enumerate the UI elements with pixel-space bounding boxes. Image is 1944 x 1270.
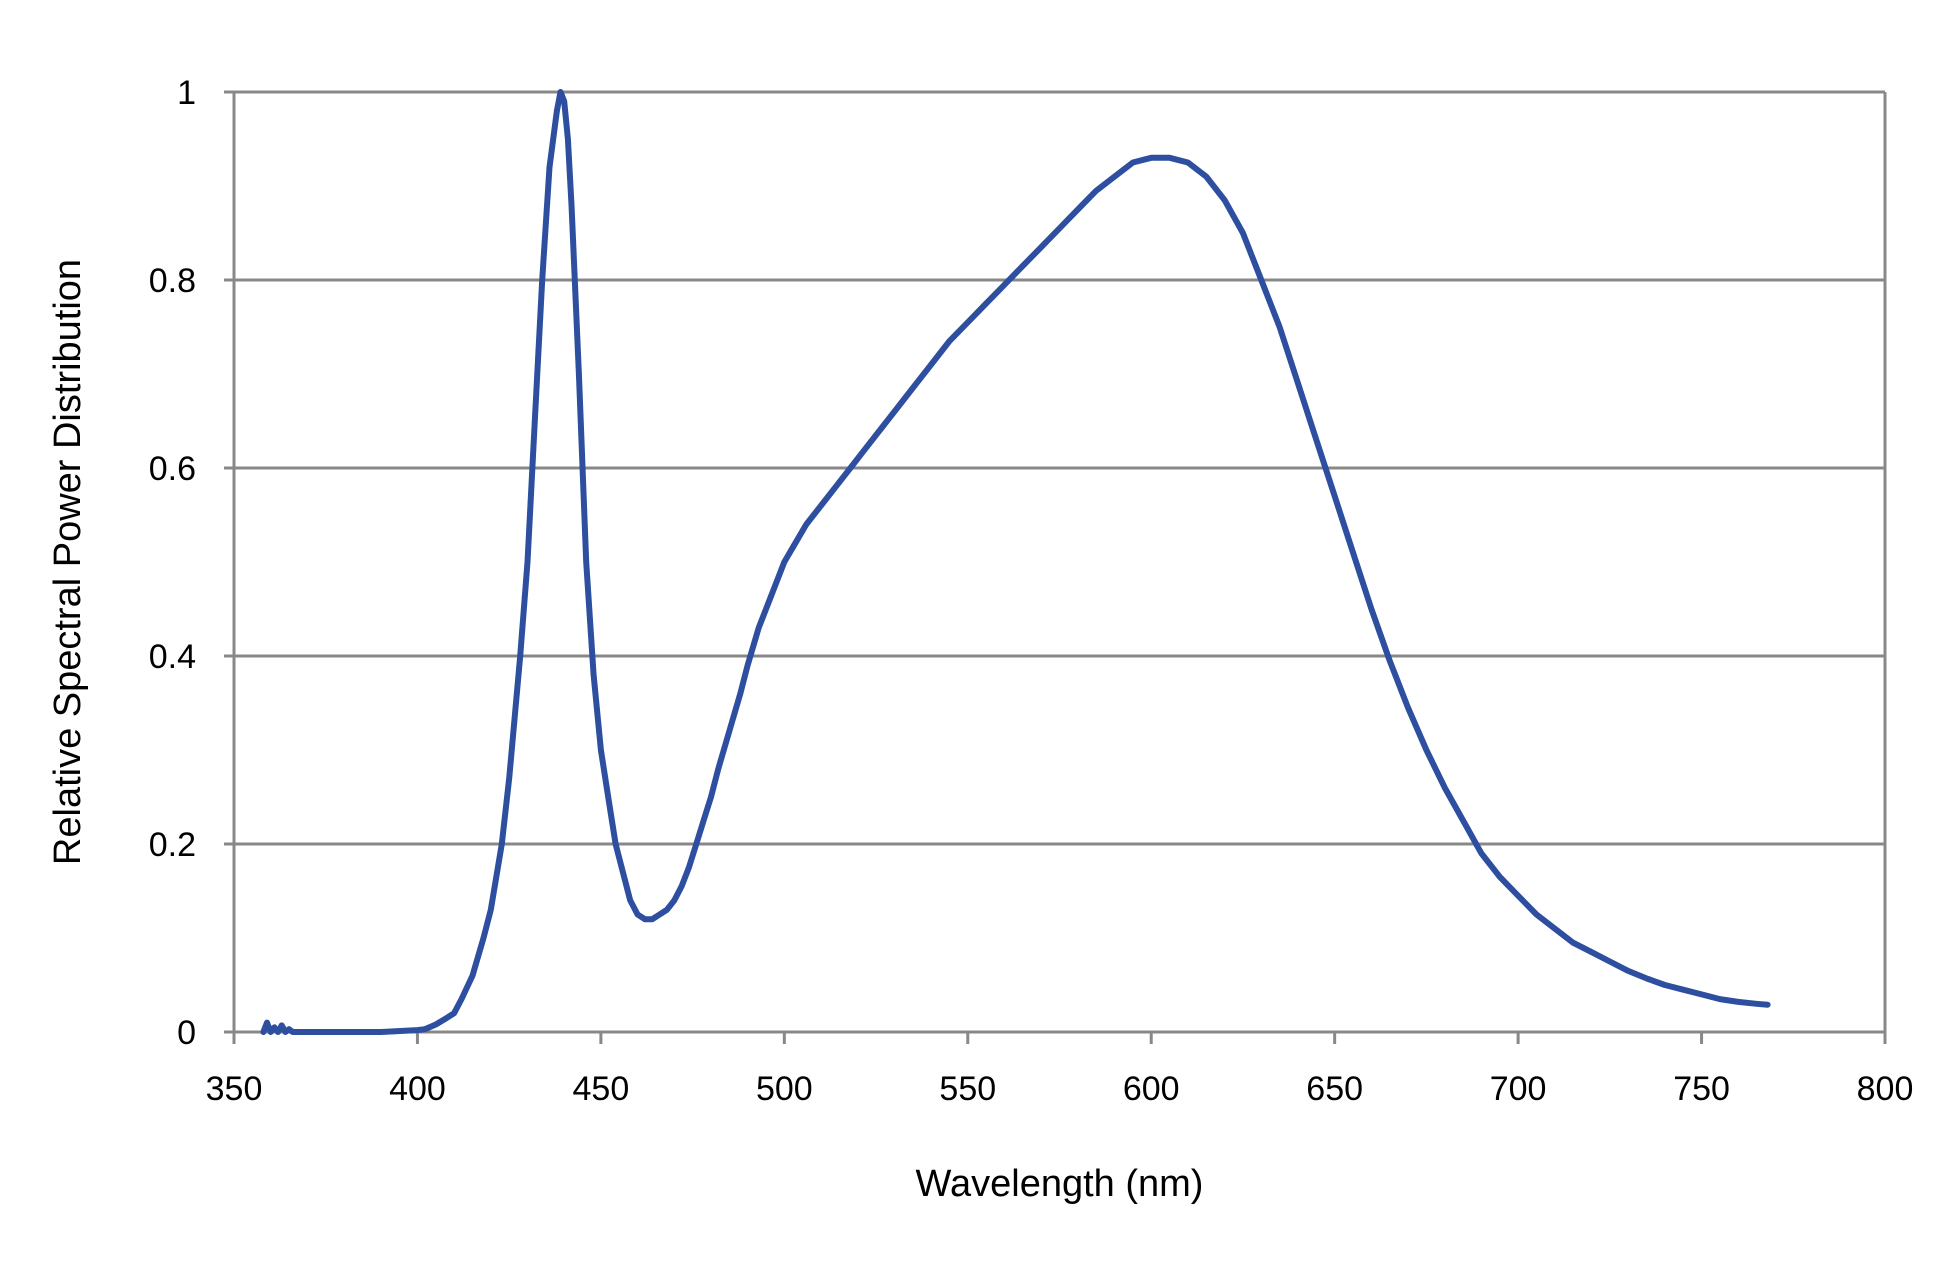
x-tick-label: 400 bbox=[389, 1070, 446, 1108]
axis-lines bbox=[224, 90, 1887, 1044]
series-line-0 bbox=[260, 89, 1771, 1035]
x-tick-labels: 350 400 450 500 550 600 650 700 750 800 bbox=[206, 1070, 1914, 1108]
y-tick-label: 0.2 bbox=[149, 826, 196, 864]
x-tick-label: 350 bbox=[206, 1070, 263, 1108]
y-tick-label: 0.6 bbox=[149, 450, 196, 488]
x-tick-label: 450 bbox=[573, 1070, 630, 1108]
y-tick-label: 0 bbox=[177, 1014, 196, 1052]
y-tick-label: 0.8 bbox=[149, 262, 196, 300]
y-tick-label: 0.4 bbox=[149, 638, 196, 676]
x-tick-label: 800 bbox=[1857, 1070, 1914, 1108]
y-axis-title: Relative Spectral Power Distribution bbox=[47, 259, 89, 865]
x-tick-label: 500 bbox=[756, 1070, 813, 1108]
x-tick-label: 600 bbox=[1123, 1070, 1180, 1108]
x-tick-label: 750 bbox=[1673, 1070, 1730, 1108]
x-axis-title: Wavelength (nm) bbox=[916, 1163, 1204, 1205]
x-tick-label: 550 bbox=[939, 1070, 996, 1108]
series-group bbox=[260, 89, 1771, 1035]
y-tick-label: 1 bbox=[177, 74, 196, 112]
y-tick-labels: 0 0.2 0.4 0.6 0.8 1 bbox=[149, 74, 196, 1052]
x-tick-label: 650 bbox=[1306, 1070, 1363, 1108]
x-tick-label: 700 bbox=[1490, 1070, 1547, 1108]
